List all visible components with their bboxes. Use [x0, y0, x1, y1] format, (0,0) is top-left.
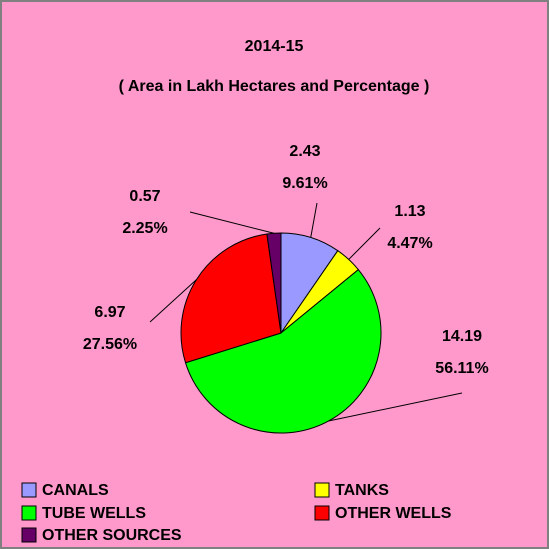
leader-line [310, 202, 318, 238]
leader-line [328, 392, 463, 422]
percent-label: 9.61% [282, 175, 327, 192]
leader-line [189, 211, 275, 234]
percent-label: 4.47% [387, 235, 432, 252]
pie-slice [180, 233, 282, 364]
value-label: 0.57 [129, 188, 160, 205]
percent-label: 2.25% [122, 220, 167, 237]
percent-label: 56.11% [435, 360, 488, 377]
value-label: 14.19 [442, 328, 482, 345]
percent-label: 27.56% [83, 336, 137, 353]
legend-swatch [314, 482, 330, 498]
pie-slice [266, 232, 282, 334]
leader-line [348, 227, 381, 260]
legend-swatch [314, 505, 330, 521]
value-label: 1.13 [394, 203, 425, 220]
legend-label: TANKS [335, 482, 389, 499]
legend-label: OTHER SOURCES [42, 527, 182, 544]
leader-line [149, 279, 197, 323]
legend-label: TUBE WELLS [42, 505, 146, 522]
chart-title: 2014-15 [245, 38, 304, 55]
pie-slice [184, 268, 382, 434]
value-label: 6.97 [94, 304, 125, 321]
legend-swatch [21, 527, 37, 543]
legend-swatch [21, 505, 37, 521]
legend-label: CANALS [42, 482, 109, 499]
legend-label: OTHER WELLS [335, 505, 452, 522]
value-label: 2.43 [289, 143, 320, 160]
legend-swatch [21, 482, 37, 498]
chart-subtitle: ( Area in Lakh Hectares and Percentage ) [119, 78, 430, 95]
